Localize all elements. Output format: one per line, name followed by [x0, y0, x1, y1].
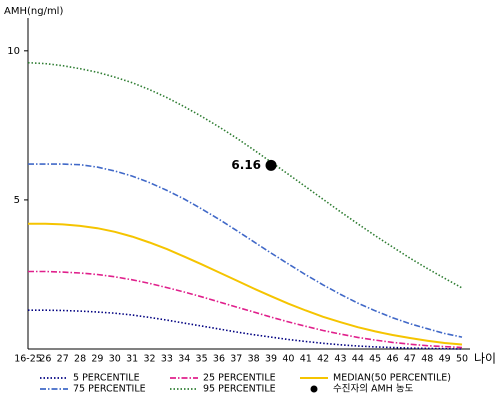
x-tick-label: 40 [282, 354, 294, 365]
marker-label: 6.16 [231, 158, 261, 172]
x-tick-label: 43 [334, 354, 346, 365]
series-line [27, 61, 463, 289]
x-axis-label: 나이 [474, 352, 496, 366]
x-tick-label: 38 [248, 354, 260, 365]
x-tick-label: 46 [387, 354, 399, 365]
x-tick-label: 37 [230, 354, 242, 365]
x-tick-label: 35 [196, 354, 208, 365]
legend-label: MEDIAN(50 PERCENTILE) [333, 373, 451, 384]
x-tick-label: 27 [57, 354, 69, 365]
legend-swatch [310, 385, 318, 393]
x-tick-label: 45 [369, 354, 381, 365]
x-tick-label: 36 [213, 354, 225, 365]
x-tick-label: 26 [39, 354, 51, 365]
x-tick-label: 28 [74, 354, 86, 365]
x-tick-label: 41 [300, 354, 312, 365]
x-tick-label: 47 [404, 354, 416, 365]
series-line [28, 309, 463, 350]
legend-label: 5 PERCENTILE [73, 373, 140, 384]
x-tick-label: 42 [317, 354, 329, 365]
x-tick-label: 34 [178, 354, 190, 365]
x-tick-label: 48 [421, 354, 433, 365]
x-tick-label: 31 [126, 354, 138, 365]
series-line [28, 222, 463, 346]
x-tick-label: 33 [161, 354, 173, 365]
legend-label: 25 PERCENTILE [203, 373, 276, 384]
x-tick-label: 30 [109, 354, 121, 365]
y-tick-label: 10 [7, 46, 20, 57]
x-tick-label: 49 [439, 354, 451, 365]
x-tick-label: 44 [352, 354, 364, 365]
series-line [28, 270, 463, 349]
x-tick-label: 32 [143, 354, 155, 365]
legend-label: 95 PERCENTILE [203, 384, 276, 395]
legend-label: 75 PERCENTILE [73, 384, 146, 395]
y-tick-label: 5 [14, 195, 20, 206]
x-tick-label: 16-25 [14, 354, 42, 365]
x-tick-label: 50 [456, 354, 468, 365]
patient-marker [265, 159, 277, 171]
y-axis-label: AMH(ng/ml) [4, 6, 63, 17]
x-tick-label: 39 [265, 354, 277, 365]
series-line [28, 163, 463, 338]
legend-label: 수진자의 AMH 농도 [333, 384, 414, 395]
x-tick-label: 29 [91, 354, 103, 365]
